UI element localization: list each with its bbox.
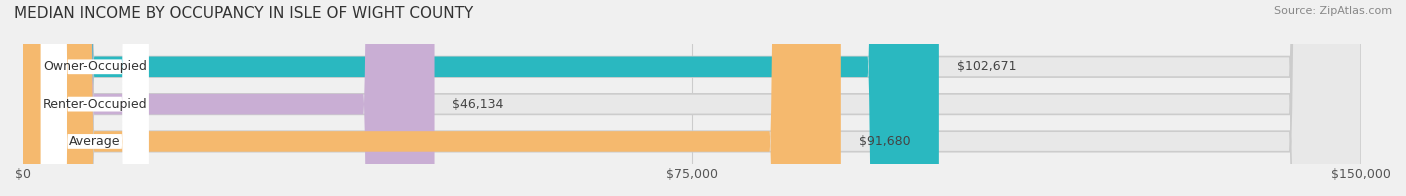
FancyBboxPatch shape: [22, 0, 1361, 196]
FancyBboxPatch shape: [22, 0, 841, 196]
Text: Renter-Occupied: Renter-Occupied: [42, 98, 148, 111]
FancyBboxPatch shape: [41, 0, 149, 196]
Text: $102,671: $102,671: [956, 60, 1017, 73]
Text: Source: ZipAtlas.com: Source: ZipAtlas.com: [1274, 6, 1392, 16]
Text: MEDIAN INCOME BY OCCUPANCY IN ISLE OF WIGHT COUNTY: MEDIAN INCOME BY OCCUPANCY IN ISLE OF WI…: [14, 6, 474, 21]
Text: Average: Average: [69, 135, 121, 148]
Text: $91,680: $91,680: [859, 135, 910, 148]
Text: Owner-Occupied: Owner-Occupied: [42, 60, 146, 73]
Text: $46,134: $46,134: [453, 98, 503, 111]
FancyBboxPatch shape: [22, 0, 434, 196]
FancyBboxPatch shape: [22, 0, 1361, 196]
FancyBboxPatch shape: [22, 0, 939, 196]
FancyBboxPatch shape: [22, 0, 1361, 196]
FancyBboxPatch shape: [41, 0, 149, 196]
FancyBboxPatch shape: [41, 0, 149, 196]
